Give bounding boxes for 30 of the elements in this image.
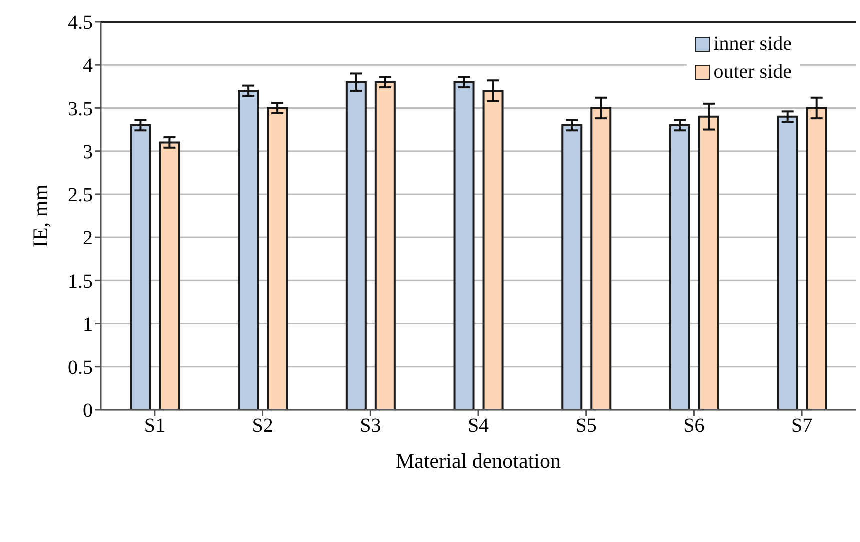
y-tick-label: 4 (83, 55, 93, 78)
y-tick-label: 4.5 (68, 12, 93, 34)
x-tick-label: S6 (684, 415, 705, 438)
bar (374, 81, 396, 410)
bar (267, 107, 288, 410)
y-tick-label: 3.5 (68, 98, 93, 120)
y-tick-label: 2 (83, 228, 93, 250)
bar (238, 90, 260, 410)
y-tick-label: 0.5 (68, 356, 93, 379)
legend-label: inner side (714, 32, 792, 57)
bar (454, 81, 475, 410)
bar (130, 124, 152, 410)
x-tick-label: S7 (792, 415, 813, 438)
y-tick-label: 2.5 (68, 184, 93, 207)
y-tick-label: 1.5 (68, 270, 93, 293)
y-axis-title: IE, mm (28, 184, 52, 248)
x-tick-label: S4 (468, 415, 490, 438)
x-tick-label: S3 (360, 415, 382, 438)
y-tick-label: 1 (83, 314, 93, 336)
legend-label: outer side (714, 60, 792, 85)
y-tick-label: 3 (83, 141, 93, 164)
y-tick-label: 0 (83, 400, 93, 422)
x-tick-label: S1 (144, 415, 166, 438)
x-tick-label: S5 (576, 415, 597, 438)
bar (562, 124, 583, 410)
bar (777, 116, 798, 410)
bar (159, 142, 180, 410)
x-axis-title: Material denotation (396, 449, 562, 473)
x-tick-label: S2 (252, 415, 274, 438)
bar (669, 124, 690, 410)
